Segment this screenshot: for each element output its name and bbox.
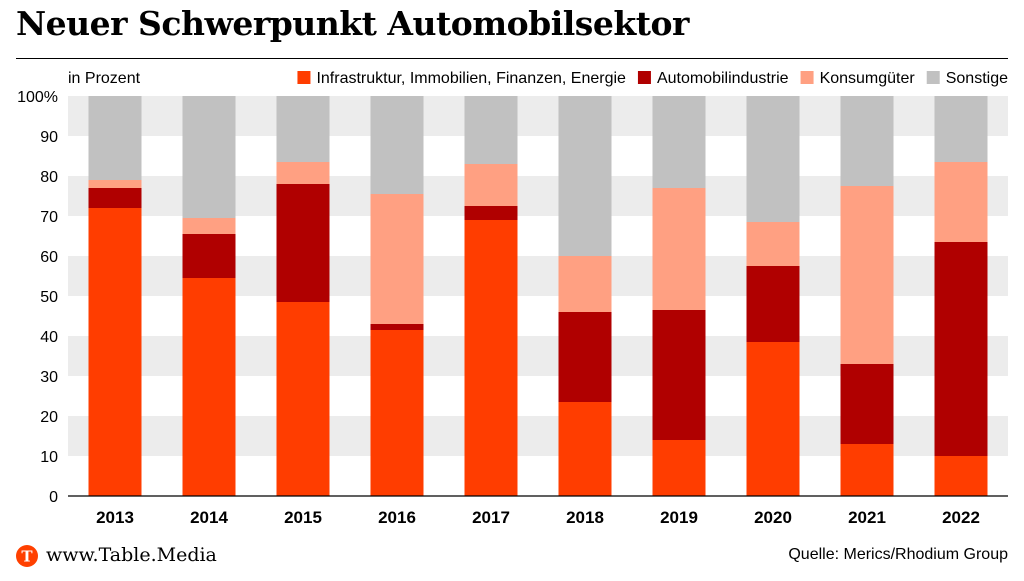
bar-segment-sonstige (370, 96, 424, 194)
y-tick-label: 80 (40, 169, 58, 186)
legend-swatch (800, 71, 814, 84)
bar-segment-infra (746, 342, 800, 496)
x-tick-label: 2018 (566, 508, 604, 527)
y-axis-unit-label: in Prozent (68, 70, 141, 87)
bar-segment-konsum (652, 188, 706, 310)
x-tick-label: 2013 (96, 508, 134, 527)
y-tick-label: 0 (49, 489, 58, 506)
table-media-logo-icon: T (16, 545, 38, 567)
y-tick-label: 100% (17, 89, 58, 106)
bar-segment-sonstige (88, 96, 142, 180)
logo-letter: T (21, 548, 33, 566)
x-tick-label: 2022 (942, 508, 980, 527)
bar-segment-infra (934, 456, 988, 496)
bar-segment-konsum (276, 162, 330, 184)
bar-segment-konsum (182, 218, 236, 234)
bar-segment-auto (840, 364, 894, 444)
bar-segment-infra (840, 444, 894, 496)
bar-segment-konsum (934, 162, 988, 242)
y-tick-label: 60 (40, 249, 58, 266)
legend-swatch (926, 71, 940, 84)
bar-segment-sonstige (840, 96, 894, 186)
y-tick-label: 90 (40, 129, 58, 146)
bar-segment-auto (88, 188, 142, 208)
y-tick-label: 20 (40, 409, 58, 426)
bar-segment-auto (464, 206, 518, 220)
x-tick-label: 2019 (660, 508, 698, 527)
legend-label: Infrastruktur, Immobilien, Finanzen, Ene… (316, 70, 626, 87)
footer-source: Quelle: Merics/Rhodium Group (788, 546, 1008, 563)
bar-segment-auto (934, 242, 988, 456)
y-tick-label: 70 (40, 209, 58, 226)
bar-segment-sonstige (934, 96, 988, 162)
bar-segment-infra (464, 220, 518, 496)
bar-segment-sonstige (746, 96, 800, 222)
bar-segment-auto (746, 266, 800, 342)
bar-segment-konsum (558, 256, 612, 312)
x-tick-label: 2015 (284, 508, 322, 527)
y-tick-label: 40 (40, 329, 58, 346)
legend-item: Infrastruktur, Immobilien, Finanzen, Ene… (297, 70, 626, 87)
bar-segment-infra (558, 402, 612, 496)
bar-segment-auto (652, 310, 706, 440)
y-tick-label: 30 (40, 369, 58, 386)
x-tick-label: 2020 (754, 508, 792, 527)
bar-segment-konsum (370, 194, 424, 324)
bar-segment-infra (370, 330, 424, 496)
legend-swatch (297, 71, 311, 84)
bar-segment-auto (370, 324, 424, 330)
x-tick-label: 2017 (472, 508, 510, 527)
legend-item: Konsumgüter (800, 70, 916, 87)
x-tick-label: 2016 (378, 508, 416, 527)
bar-segment-sonstige (276, 96, 330, 162)
bar-segment-infra (182, 278, 236, 496)
y-tick-label: 50 (40, 289, 58, 306)
bar-segment-konsum (464, 164, 518, 206)
bar-segment-infra (652, 440, 706, 496)
bar-segment-infra (276, 302, 330, 496)
bar-segment-auto (558, 312, 612, 402)
bar-segment-konsum (746, 222, 800, 266)
y-tick-label: 10 (40, 449, 58, 466)
legend-label: Konsumgüter (820, 70, 916, 87)
footer-website: www.Table.Media (46, 544, 217, 566)
bar-segment-konsum (840, 186, 894, 364)
title-divider (16, 58, 1008, 59)
bar-segment-konsum (88, 180, 142, 188)
x-tick-label: 2014 (190, 508, 228, 527)
x-tick-label: 2021 (848, 508, 886, 527)
bar-segment-sonstige (182, 96, 236, 218)
bar-segment-auto (276, 184, 330, 302)
legend-swatch (637, 71, 651, 84)
bar-segment-sonstige (558, 96, 612, 256)
bar-segment-infra (88, 208, 142, 496)
legend: Infrastruktur, Immobilien, Finanzen, Ene… (297, 70, 1008, 87)
legend-label: Sonstige (946, 70, 1008, 87)
legend-label: Automobilindustrie (657, 70, 789, 87)
bar-segment-sonstige (464, 96, 518, 164)
legend-item: Sonstige (926, 70, 1008, 87)
legend-item: Automobilindustrie (637, 70, 789, 87)
bar-segment-sonstige (652, 96, 706, 188)
bar-segment-auto (182, 234, 236, 278)
chart-title: Neuer Schwerpunkt Automobilsektor (16, 4, 689, 43)
